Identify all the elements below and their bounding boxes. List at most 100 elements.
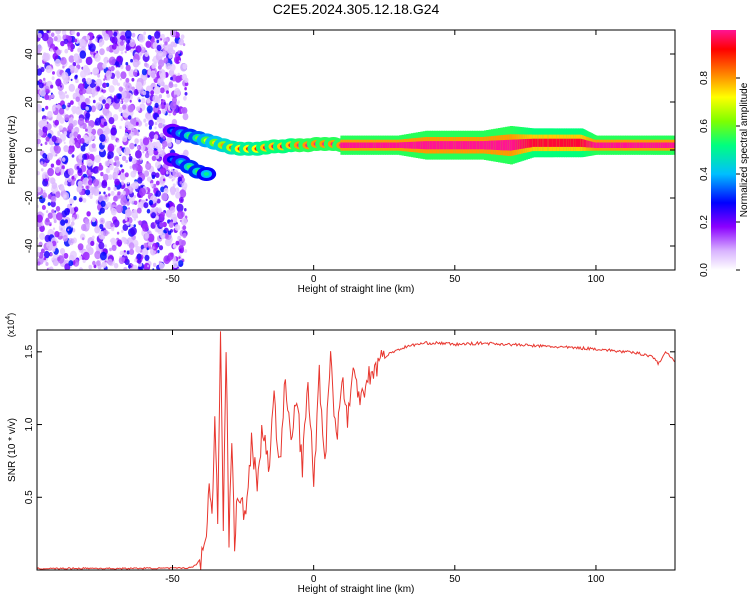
noise-speckle (159, 72, 166, 80)
noise-speckle (76, 32, 80, 37)
noise-speckle (80, 101, 87, 110)
noise-speckle (99, 223, 104, 230)
noise-speckle (38, 82, 44, 89)
noise-speckle (77, 180, 83, 188)
noise-speckle (93, 68, 98, 75)
noise-speckle (131, 86, 135, 91)
noise-speckle (142, 90, 147, 96)
steady-band-segment (378, 142, 382, 148)
noise-speckle (79, 137, 85, 144)
noise-speckle (90, 105, 97, 113)
noise-speckle (47, 202, 51, 206)
snr-x-tick-label: 100 (588, 574, 605, 585)
noise-speckle (145, 198, 148, 202)
noise-speckle (46, 152, 53, 161)
noise-speckle (137, 258, 142, 264)
steady-band-segment (394, 142, 398, 148)
noise-speckle (138, 99, 141, 103)
noise-speckle (144, 62, 148, 67)
snr-frame (36, 329, 676, 571)
noise-speckle (104, 127, 111, 135)
noise-speckle (89, 195, 93, 200)
noise-speckle (129, 248, 135, 255)
noise-speckle (124, 215, 128, 219)
colorbar-tick-label: 0.0 (699, 263, 710, 277)
noise-speckle (147, 68, 152, 73)
noise-speckle (82, 251, 90, 261)
steady-band-segment (472, 141, 476, 150)
steady-band-segment (399, 142, 403, 148)
steady-band-segment (613, 142, 617, 148)
noise-speckle (90, 240, 95, 246)
noise-speckle (174, 53, 179, 58)
noise-speckle (104, 103, 110, 110)
noise-speckle (74, 38, 78, 43)
steady-band-segment (361, 142, 365, 148)
noise-speckle (157, 109, 162, 115)
noise-speckle (90, 186, 96, 194)
noise-speckle (174, 83, 178, 88)
noise-speckle (95, 38, 98, 42)
steady-band-segment (363, 142, 368, 148)
steady-band-segment (601, 142, 605, 148)
noise-speckle (161, 140, 168, 148)
colorbar: 0.0 0.2 0.4 0.6 0.8 Normalized spectral ampl… (699, 30, 750, 277)
noise-speckle (157, 249, 160, 254)
noise-speckle (63, 38, 69, 45)
noise-speckle (147, 34, 152, 40)
noise-speckle (43, 257, 47, 261)
noise-speckle (147, 242, 152, 247)
noise-speckle (39, 88, 47, 97)
noise-speckle (53, 219, 57, 224)
snr-y-tick-label: 0.5 (24, 490, 35, 504)
steady-band-segment (545, 138, 549, 147)
spectrogram-panel: -50 0 50 100 -40 -20 0 20 40 Height of straight… (7, 29, 676, 295)
noise-speckle (133, 200, 138, 205)
noise-speckle (134, 143, 137, 147)
noise-speckle (143, 242, 148, 248)
noise-speckle (77, 49, 81, 53)
noise-speckle (125, 64, 131, 72)
noise-speckle (131, 158, 137, 165)
snr-x-ticks: -50 0 50 100 (165, 330, 605, 585)
noise-speckle (41, 205, 46, 210)
noise-speckle (108, 85, 115, 93)
noise-speckle (45, 116, 49, 120)
spectrogram-x-tick-label: 0 (311, 274, 317, 285)
noise-speckle (51, 182, 58, 190)
steady-band-segment (389, 142, 393, 148)
snr-x-label: Height of straight line (km) (298, 584, 415, 595)
noise-speckle (155, 49, 158, 53)
noise-speckle (102, 99, 106, 104)
noise-speckle (177, 72, 180, 77)
noise-speckle (54, 119, 59, 126)
noise-speckle (163, 187, 169, 194)
noise-speckle (129, 39, 136, 48)
noise-speckle (91, 193, 94, 196)
steady-band-segment (401, 142, 405, 149)
noise-speckle (134, 138, 139, 145)
noise-speckle (55, 30, 61, 35)
steady-band-segment (532, 138, 536, 147)
noise-speckle (82, 65, 89, 73)
noise-speckle (178, 260, 184, 267)
noise-speckle (52, 212, 56, 217)
steady-band-segment (566, 138, 570, 147)
noise-speckle (123, 147, 131, 156)
steady-band-segment (408, 141, 412, 149)
noise-speckle (113, 186, 117, 191)
noise-speckle (62, 235, 68, 242)
steady-band-segment (439, 141, 443, 150)
noise-speckle (118, 86, 124, 92)
steady-band-segment (392, 142, 396, 148)
steady-band-segment (515, 139, 519, 150)
noise-speckle (167, 65, 171, 69)
noise-speckle (126, 201, 130, 206)
noise-speckle (90, 71, 93, 75)
noise-speckle (119, 40, 124, 46)
noise-speckle (137, 165, 143, 173)
noise-speckle (60, 85, 62, 88)
noise-speckle (146, 208, 151, 214)
noise-speckle (181, 177, 186, 183)
steady-band-segment (455, 141, 459, 150)
